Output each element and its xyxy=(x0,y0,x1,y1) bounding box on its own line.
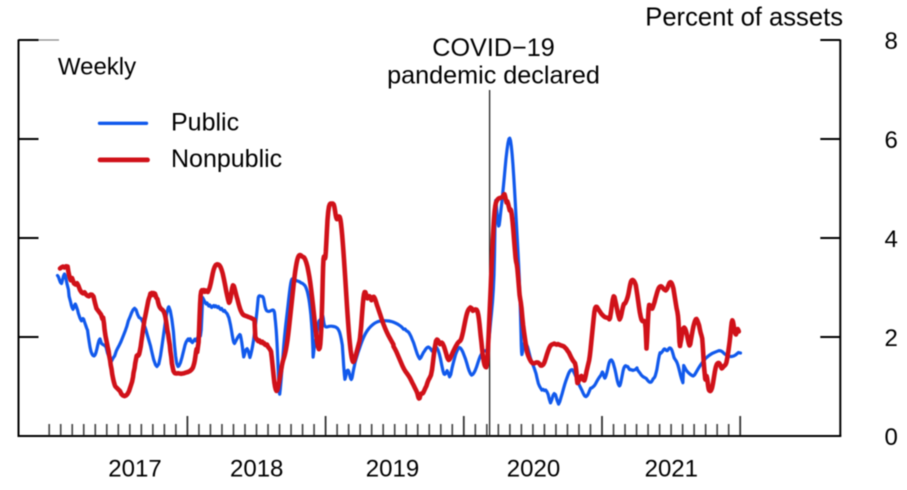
svg-text:0: 0 xyxy=(885,424,898,451)
svg-text:2: 2 xyxy=(885,325,898,352)
svg-text:Public: Public xyxy=(171,109,239,137)
svg-text:8: 8 xyxy=(885,28,898,55)
svg-text:6: 6 xyxy=(885,127,898,154)
svg-text:Nonpublic: Nonpublic xyxy=(171,145,282,173)
svg-text:2017: 2017 xyxy=(108,456,161,483)
svg-text:COVID−19: COVID−19 xyxy=(432,34,555,62)
svg-text:2019: 2019 xyxy=(366,456,419,483)
svg-text:Percent of assets: Percent of assets xyxy=(645,4,843,32)
svg-text:Weekly: Weekly xyxy=(58,54,136,81)
svg-text:2020: 2020 xyxy=(507,456,560,483)
svg-text:pandemic declared: pandemic declared xyxy=(387,62,600,90)
svg-text:2021: 2021 xyxy=(645,456,698,483)
svg-text:2018: 2018 xyxy=(230,456,283,483)
svg-text:4: 4 xyxy=(885,226,898,253)
